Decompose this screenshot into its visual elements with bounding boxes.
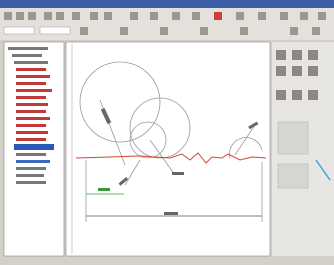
combo-box[interactable] xyxy=(40,27,70,34)
panel-button[interactable] xyxy=(292,50,302,60)
title-bar xyxy=(0,0,334,8)
tree-item[interactable] xyxy=(16,153,46,156)
panel-button[interactable] xyxy=(276,90,286,100)
panel-button[interactable] xyxy=(308,66,318,76)
button-group xyxy=(278,122,308,154)
tool-button[interactable] xyxy=(160,27,168,35)
tree-item[interactable] xyxy=(12,54,42,57)
tree-item[interactable] xyxy=(16,181,46,184)
dimension-label xyxy=(98,188,110,191)
tree-item[interactable] xyxy=(16,103,48,106)
tree-item[interactable] xyxy=(16,167,46,170)
tool-button[interactable] xyxy=(318,12,326,20)
tree-item[interactable] xyxy=(16,138,46,141)
tree-item[interactable] xyxy=(14,61,48,64)
tool-button[interactable] xyxy=(90,12,98,20)
tool-button[interactable] xyxy=(130,12,138,20)
tree-item[interactable] xyxy=(16,68,46,71)
combo-box[interactable] xyxy=(4,27,34,34)
tool-button[interactable] xyxy=(258,12,266,20)
panel-button[interactable] xyxy=(292,90,302,100)
panel-button[interactable] xyxy=(276,50,286,60)
tool-button[interactable] xyxy=(4,12,12,20)
tool-button[interactable] xyxy=(104,12,112,20)
panel-button[interactable] xyxy=(308,90,318,100)
tool-button[interactable] xyxy=(236,12,244,20)
dimension-label xyxy=(164,212,178,215)
tool-button[interactable] xyxy=(214,12,222,20)
tree-item[interactable] xyxy=(16,117,50,120)
tree-item[interactable] xyxy=(8,47,48,50)
tree-item[interactable] xyxy=(16,96,46,99)
tree-item[interactable] xyxy=(16,89,52,92)
tree-item[interactable] xyxy=(16,82,46,85)
tool-button[interactable] xyxy=(172,12,180,20)
tool-button[interactable] xyxy=(312,27,320,35)
app-window xyxy=(0,0,334,265)
tool-button[interactable] xyxy=(240,27,248,35)
tree-item[interactable] xyxy=(16,131,48,134)
tree-item[interactable] xyxy=(16,160,50,163)
tree-item[interactable] xyxy=(16,174,44,177)
tool-button[interactable] xyxy=(28,12,36,20)
tool-button[interactable] xyxy=(150,12,158,20)
dimension-label xyxy=(172,172,184,175)
tool-button[interactable] xyxy=(290,27,298,35)
panel-button[interactable] xyxy=(292,66,302,76)
tool-button[interactable] xyxy=(300,12,308,20)
panel-button[interactable] xyxy=(308,50,318,60)
tree-item[interactable] xyxy=(16,124,46,127)
tree-item-selected[interactable] xyxy=(14,144,54,150)
panel-button[interactable] xyxy=(276,66,286,76)
tool-button[interactable] xyxy=(192,12,200,20)
tool-button[interactable] xyxy=(200,27,208,35)
tool-button[interactable] xyxy=(16,12,24,20)
tool-button[interactable] xyxy=(280,12,288,20)
tool-button[interactable] xyxy=(44,12,52,20)
tool-button[interactable] xyxy=(72,12,80,20)
tool-button[interactable] xyxy=(120,27,128,35)
button-group xyxy=(278,164,308,188)
tool-button[interactable] xyxy=(56,12,64,20)
tree-item[interactable] xyxy=(16,75,50,78)
tree-item[interactable] xyxy=(16,110,46,113)
tool-button[interactable] xyxy=(80,27,88,35)
